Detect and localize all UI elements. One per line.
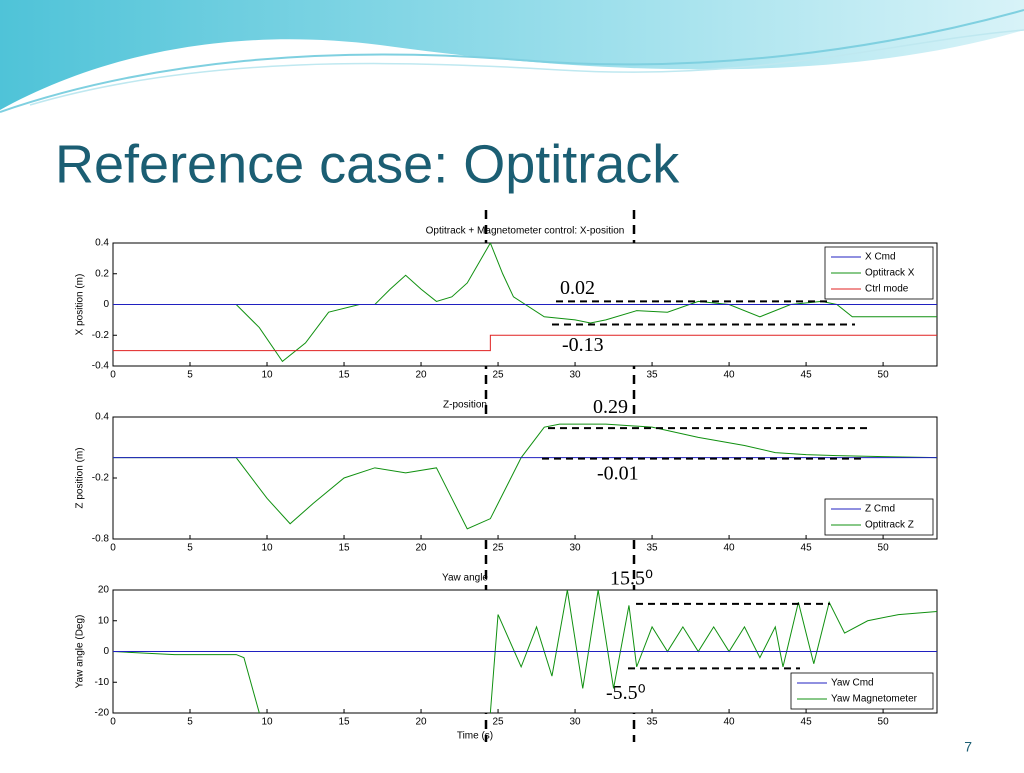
x-tick-label: 30 <box>569 370 581 381</box>
x-tick-label: 30 <box>569 543 581 554</box>
x-tick-label: 5 <box>187 717 193 728</box>
legend-label: Z Cmd <box>865 504 895 515</box>
y-tick-label: 10 <box>98 615 110 626</box>
reference-label: -5.5⁰ <box>606 682 646 704</box>
y-tick-label: 0.4 <box>95 238 109 249</box>
x-tick-label: 40 <box>724 717 736 728</box>
x-tick-label: 25 <box>492 717 504 728</box>
x-tick-label: 50 <box>878 370 890 381</box>
legend-label: Ctrl mode <box>865 284 909 295</box>
y-tick-label: -0.8 <box>92 534 110 545</box>
x-tick-label: 35 <box>647 717 659 728</box>
header-curve <box>0 9 1024 113</box>
x-tick-label: 15 <box>338 370 350 381</box>
reference-label: 0.02 <box>560 277 595 299</box>
x-tick-label: 5 <box>187 370 193 381</box>
x-tick-label: 20 <box>415 370 427 381</box>
y-tick-label: -10 <box>95 677 110 688</box>
x-tick-label: 20 <box>415 717 427 728</box>
y-tick-label: 0.4 <box>95 412 109 423</box>
x-tick-label: 45 <box>801 543 813 554</box>
x-tick-label: 10 <box>261 543 273 554</box>
y-tick-label: -0.2 <box>92 473 110 484</box>
y-tick-label: -0.2 <box>92 330 110 341</box>
x-tick-label: 40 <box>724 370 736 381</box>
legend-label: X Cmd <box>865 252 896 263</box>
series-line <box>113 334 937 352</box>
legend-label: Optitrack X <box>865 268 915 279</box>
y-axis-label: Z position (m) <box>75 447 86 508</box>
chart-title: Yaw angle <box>442 573 488 584</box>
x-axis-label: Time (s) <box>457 731 493 742</box>
x-tick-label: 35 <box>647 370 659 381</box>
page-number: 7 <box>964 739 972 755</box>
x-tick-label: 45 <box>801 370 813 381</box>
x-tick-label: 35 <box>647 543 659 554</box>
y-tick-label: -0.4 <box>92 361 110 372</box>
series-line <box>113 243 937 363</box>
y-tick-label: -20 <box>95 708 110 719</box>
x-tick-label: 15 <box>338 543 350 554</box>
slide-title: Reference case: Optitrack <box>55 134 680 194</box>
chart-title: Z-position <box>443 400 487 411</box>
legend-label: Optitrack Z <box>865 520 914 531</box>
x-tick-label: 50 <box>878 717 890 728</box>
y-tick-label: 0 <box>103 646 109 657</box>
header-curve <box>29 29 1024 106</box>
legend <box>790 672 934 710</box>
x-tick-label: 15 <box>338 717 350 728</box>
y-tick-label: 20 <box>98 585 110 596</box>
x-tick-label: 25 <box>492 543 504 554</box>
y-axis-label: X position (m) <box>75 274 86 336</box>
x-tick-label: 20 <box>415 543 427 554</box>
x-tick-label: 0 <box>110 717 116 728</box>
legend-label: Yaw Magnetometer <box>831 694 918 705</box>
chart-title: Optitrack + Magnetometer control: X-posi… <box>426 226 625 237</box>
legend <box>824 246 934 300</box>
x-tick-label: 45 <box>801 717 813 728</box>
x-tick-label: 30 <box>569 717 581 728</box>
series-line <box>113 590 937 713</box>
x-tick-label: 40 <box>724 543 736 554</box>
x-tick-label: 10 <box>261 370 273 381</box>
y-tick-label: 0 <box>103 299 109 310</box>
y-axis-label: Yaw angle (Deg) <box>75 615 86 689</box>
reference-label: 0.29 <box>593 396 628 418</box>
x-tick-label: 0 <box>110 543 116 554</box>
reference-label: 15.5⁰ <box>610 567 653 589</box>
y-tick-label: 0.2 <box>95 268 109 279</box>
legend-label: Yaw Cmd <box>831 678 874 689</box>
x-tick-label: 25 <box>492 370 504 381</box>
x-tick-label: 0 <box>110 370 116 381</box>
reference-label: -0.13 <box>562 334 604 356</box>
series-line <box>113 423 937 530</box>
plot-area <box>112 416 938 540</box>
header-wave <box>0 0 1024 110</box>
x-tick-label: 5 <box>187 543 193 554</box>
legend <box>824 498 934 536</box>
reference-label: -0.01 <box>597 462 639 484</box>
x-tick-label: 50 <box>878 543 890 554</box>
x-tick-label: 10 <box>261 717 273 728</box>
